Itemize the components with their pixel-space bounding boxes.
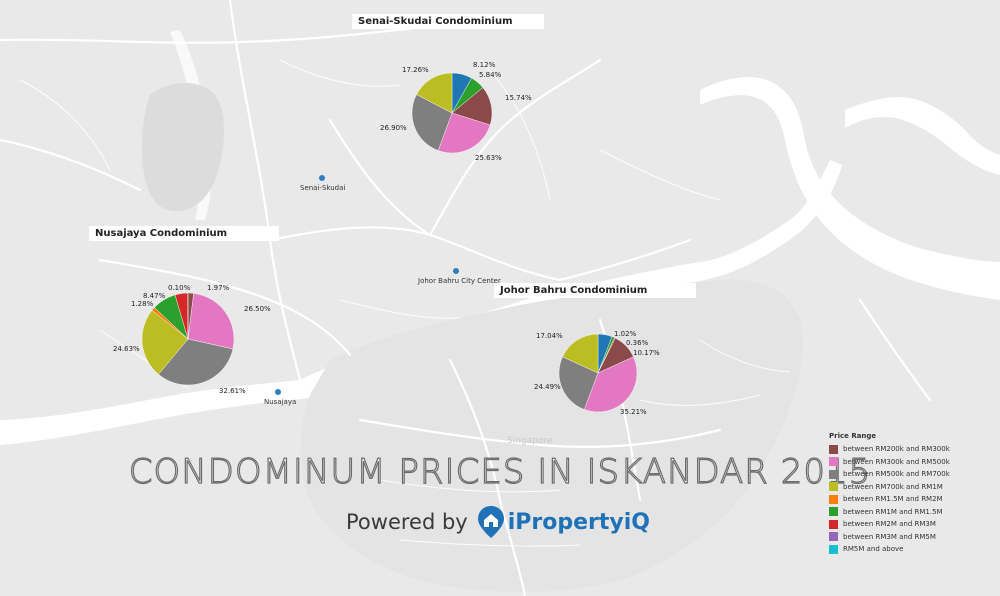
region-title-nusajaya: Nusajaya Condominium	[89, 226, 279, 241]
legend-label: between RM1.5M and RM2M	[843, 495, 943, 504]
pie-slice-label: 1.02%	[614, 330, 637, 338]
pie-chart: 1.02%0.36% 10.17% 35.21% 24.49% 17.04%	[534, 330, 660, 416]
pie-slice-label: 32.61%	[219, 387, 246, 395]
pie-slice-label: 0.36%	[626, 339, 649, 347]
city-label: Singapore	[507, 436, 553, 446]
infographic-title: CONDOMINUM PRICES IN ISKANDAR 2015	[128, 451, 872, 492]
legend-swatch	[829, 544, 838, 554]
pie-chart: 8.12% 5.84% 15.74% 25.63% 26.90% 17.26%	[380, 61, 532, 162]
city-label: Senai-Skudai	[300, 184, 346, 192]
pie-slice-label: 15.74%	[505, 94, 532, 102]
legend-item: between RM1M and RM1.5M	[829, 506, 989, 519]
brand-suffix: iQ	[623, 509, 650, 535]
legend-item: between RM700k and RM1M	[829, 481, 989, 494]
pie-slice[interactable]	[141, 310, 189, 375]
pie-slice-label: 0.10%	[168, 284, 191, 292]
legend-items: between RM200k and RM300k between RM300k …	[829, 443, 989, 556]
legend-item: RM5M and above	[829, 543, 989, 556]
pie-slice-label: 24.63%	[113, 345, 140, 353]
pie-slice-label: 35.21%	[620, 408, 647, 416]
legend-label: between RM3M and RM5M	[843, 532, 936, 541]
legend-label: between RM700k and RM1M	[843, 482, 943, 491]
pie-slice-label: 24.49%	[534, 383, 561, 391]
pie-slice-label: 5.84%	[479, 71, 502, 79]
location-dot-icon	[319, 175, 325, 181]
location-dot-icon	[275, 389, 281, 395]
pie-slice[interactable]	[416, 72, 453, 114]
legend-swatch	[829, 469, 838, 479]
pie-slice[interactable]	[584, 356, 638, 413]
city-label: Johor Bahru City Center	[418, 277, 501, 285]
powered-by: Powered by iProperty iQ	[346, 502, 650, 542]
legend-item: between RM300k and RM500k	[829, 456, 989, 469]
pie-slice[interactable]	[187, 293, 235, 350]
pie-slice[interactable]	[437, 112, 491, 154]
pie-slice-label: 8.47%	[143, 292, 166, 300]
house-pin-icon	[477, 506, 504, 538]
legend-item: between RM1.5M and RM2M	[829, 493, 989, 506]
pie-slice[interactable]	[158, 338, 234, 386]
legend-title: Price Range	[829, 432, 877, 440]
region-title-senai-skudai: Senai-Skudai Condominium	[352, 14, 544, 29]
pie-slice[interactable]	[411, 94, 453, 151]
legend-swatch	[829, 507, 838, 517]
legend-label: between RM500k and RM700k	[843, 470, 950, 479]
pie-slice-label: 1.28%	[131, 300, 154, 308]
pie-slice-label: 25.63%	[475, 154, 502, 162]
pie-chart: 1.97% 26.50% 32.61% 24.63% 1.28%8.47%0.10%	[113, 284, 271, 395]
legend-swatch	[829, 494, 838, 504]
legend-label: between RM200k and RM300k	[843, 445, 950, 454]
legend-item: between RM3M and RM5M	[829, 531, 989, 544]
pie-slice-label: 1.97%	[207, 284, 230, 292]
pie-slice-label: 26.50%	[244, 305, 271, 313]
legend-label: between RM2M and RM3M	[843, 520, 936, 529]
brand-name: iProperty	[507, 509, 624, 535]
pie-slice-label: 17.04%	[536, 332, 563, 340]
pie-slice[interactable]	[558, 356, 599, 410]
pie-slice-label: 10.17%	[633, 349, 660, 357]
legend-swatch	[829, 482, 838, 492]
legend-item: between RM2M and RM3M	[829, 518, 989, 531]
legend-swatch	[829, 444, 838, 454]
legend-swatch	[829, 457, 838, 467]
legend-item: between RM200k and RM300k	[829, 443, 989, 456]
pie-slice-label: 8.12%	[473, 61, 496, 69]
legend-label: between RM1M and RM1.5M	[843, 507, 943, 516]
legend-item: between RM500k and RM700k	[829, 468, 989, 481]
legend-label: between RM300k and RM500k	[843, 457, 950, 466]
powered-by-text: Powered by	[346, 510, 468, 534]
legend-swatch	[829, 532, 838, 542]
legend-label: RM5M and above	[843, 545, 904, 554]
pie-slice-label: 17.26%	[402, 66, 429, 74]
location-dot-icon	[453, 268, 459, 274]
pie-slice-label: 26.90%	[380, 124, 407, 132]
legend-swatch	[829, 519, 838, 529]
legend: Price Range between RM200k and RM300k bet…	[829, 432, 989, 556]
region-title-johor-bahru: Johor Bahru Condominium	[494, 283, 696, 298]
city-label: Nusajaya	[264, 398, 297, 406]
pie-slice[interactable]	[562, 333, 599, 374]
